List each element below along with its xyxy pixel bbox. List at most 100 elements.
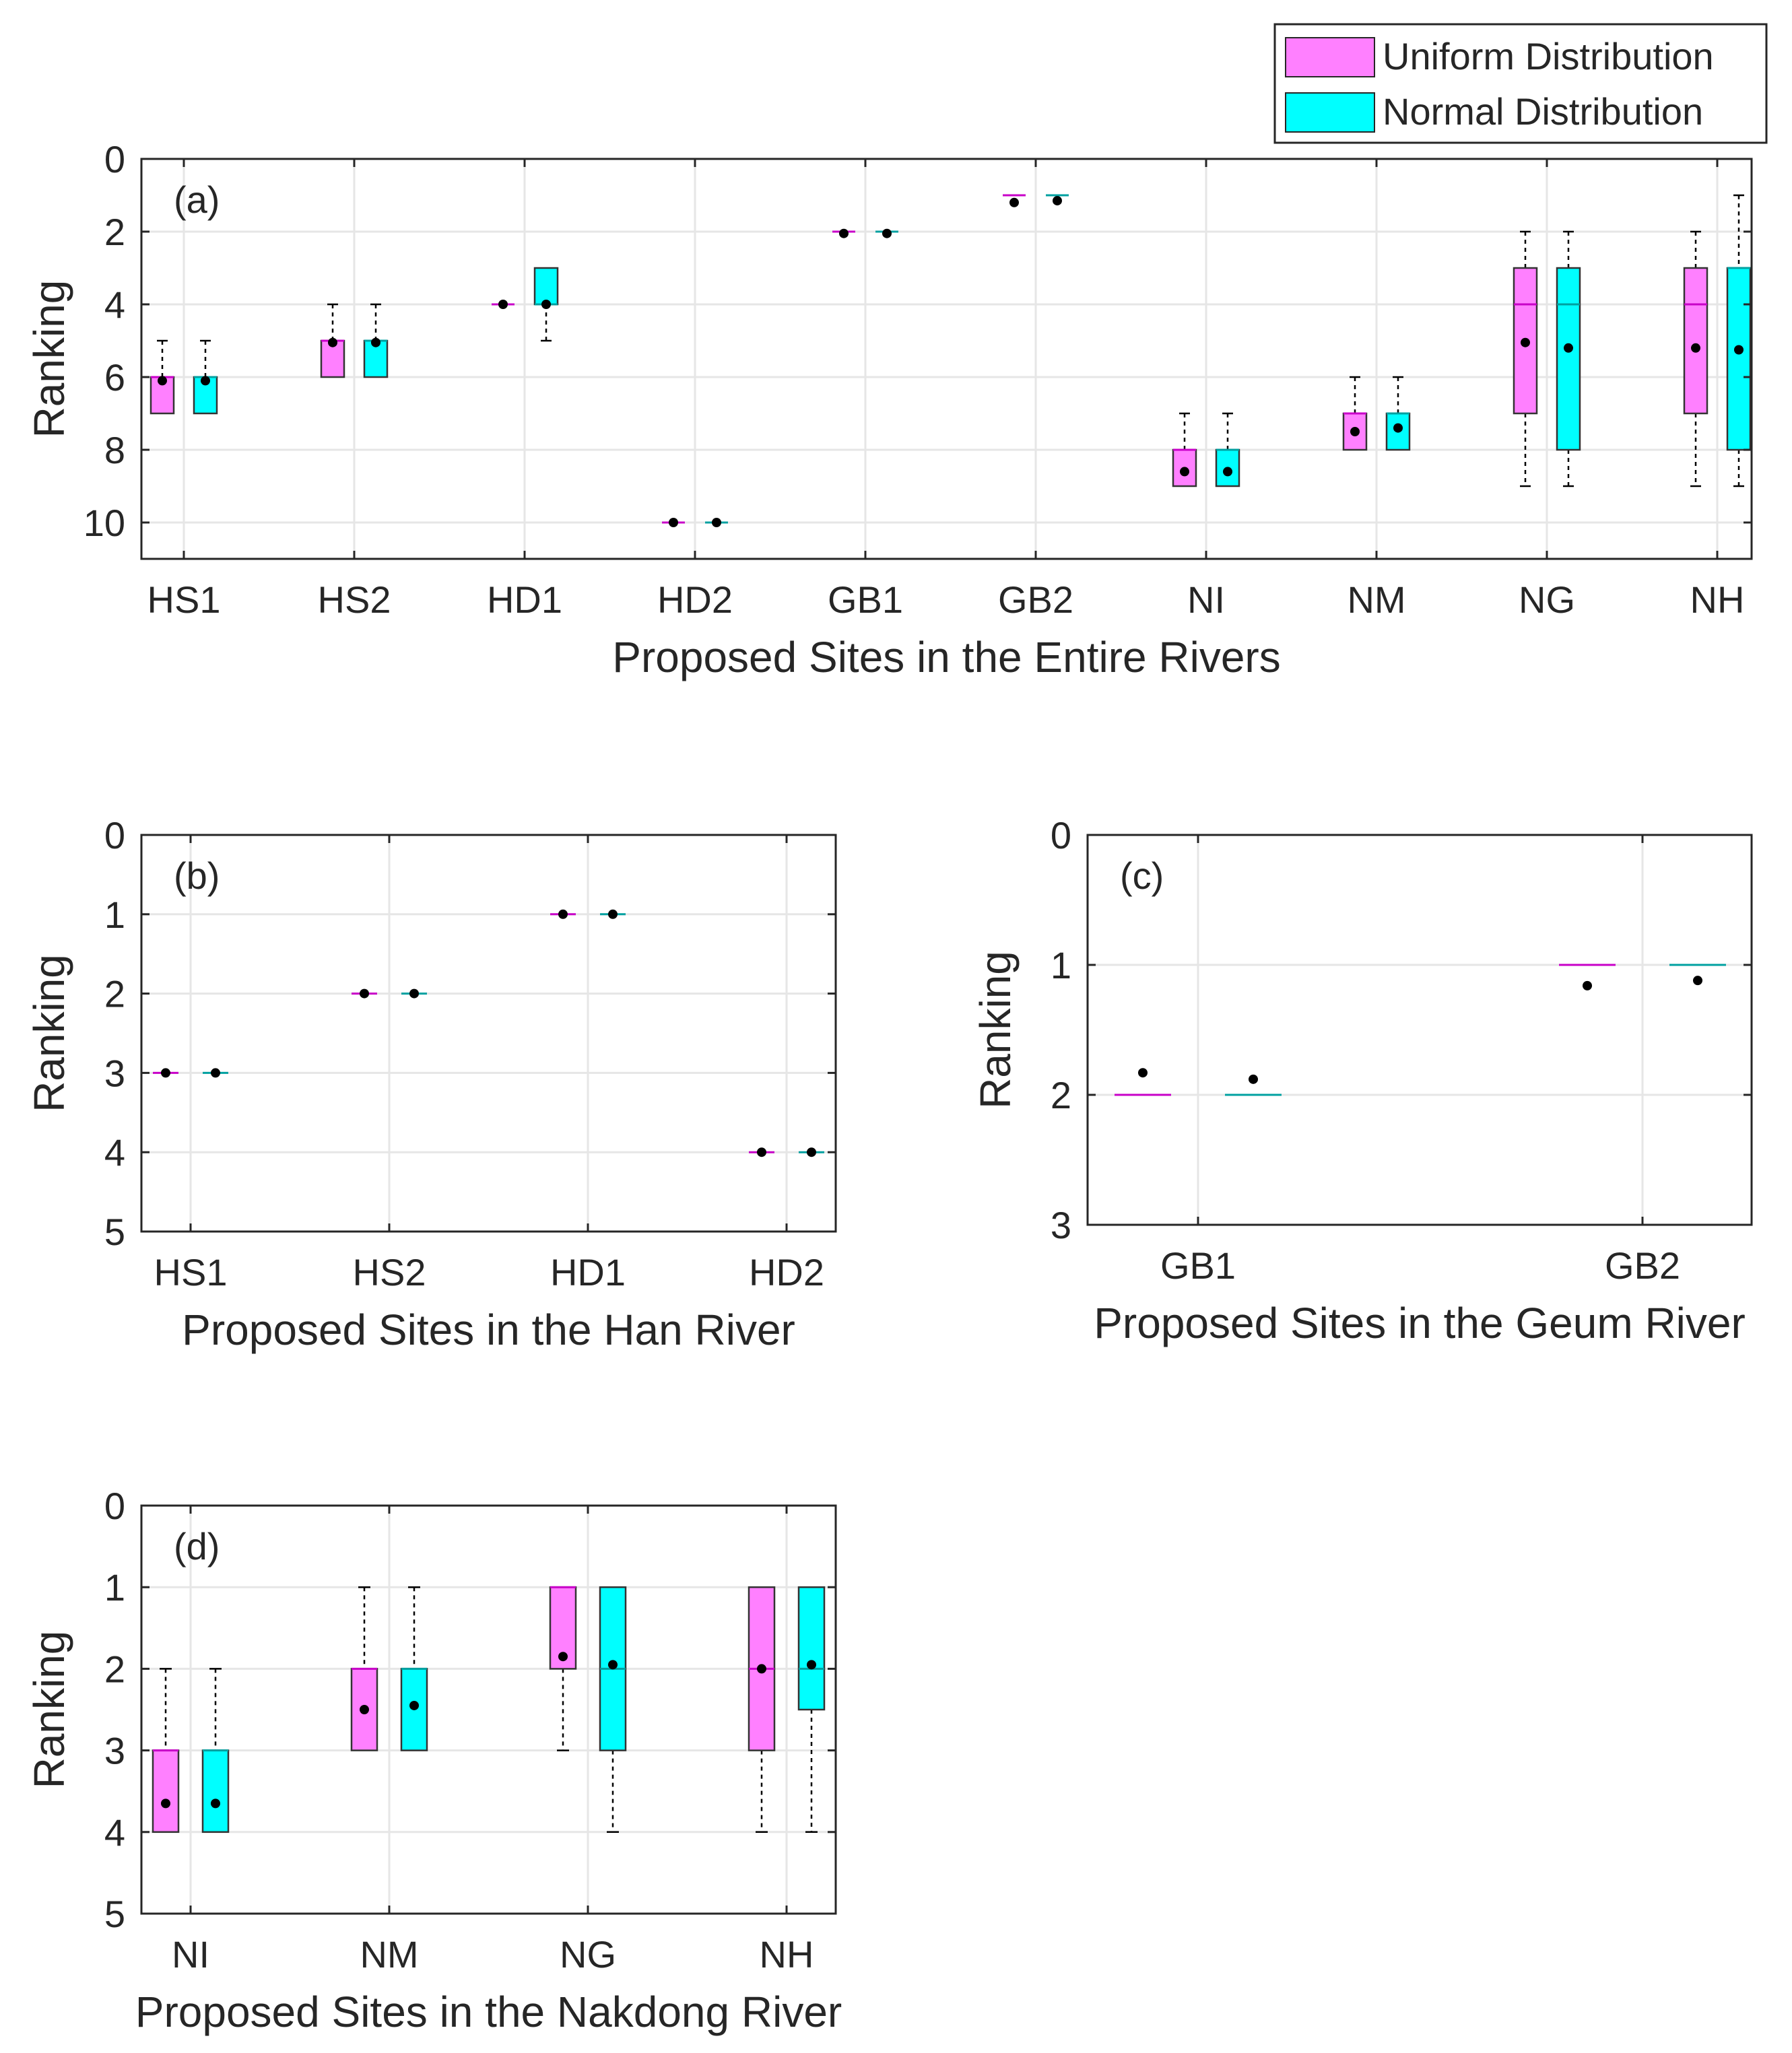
x-tick-label: HD2 [657,578,733,621]
x-tick-label: HS1 [154,1251,228,1293]
mean-marker [158,376,167,386]
box-body [533,267,559,306]
y-tick-label: 0 [1051,814,1071,856]
box-uniform-NG [1513,230,1538,487]
mean-marker [712,518,721,527]
box-normal-NH [1726,194,1752,487]
box-normal-HD1 [600,909,626,919]
mean-marker [807,1147,816,1157]
panel-c-x-axis-label: Proposed Sites in the Geum River [1094,1299,1746,1347]
box-uniform-HS2 [352,988,377,999]
mean-marker [1350,427,1360,436]
box-uniform-HD1 [492,300,515,309]
x-tick-label: NM [1347,578,1405,621]
y-tick-label: 1 [104,1566,125,1609]
box-uniform-NM [1342,376,1368,451]
mean-marker [839,228,849,238]
mean-marker [757,1664,766,1674]
mean-marker [161,1068,170,1078]
y-tick-label: 0 [104,138,125,180]
mean-marker [498,300,508,309]
box-uniform-GB2 [1559,964,1616,990]
y-tick-label: 1 [104,894,125,936]
panel-b-frame [140,834,837,1233]
box-normal-NG [1556,230,1581,487]
box-uniform-NH [748,1586,776,1833]
y-tick-label: 0 [104,1485,125,1527]
box-normal-NI [1215,412,1240,487]
panel-b-x-axis-label: Proposed Sites in the Han River [182,1306,795,1354]
panel-b-label: (b) [174,854,220,897]
panel-c-y-axis-label: Ranking [971,951,1020,1109]
panel-c-ticks: 0 1 2 3 GB1 GB2 [1051,814,1752,1287]
mean-marker [608,909,618,919]
box-uniform-NM [350,1586,378,1751]
box-normal-GB1 [1225,1074,1282,1096]
y-tick-label: 5 [104,1211,125,1253]
box-normal-HD1 [533,267,559,342]
box-body [150,376,175,415]
box-normal-NI [201,1668,230,1833]
x-tick-label: HS2 [318,578,391,621]
mean-marker [161,1798,170,1809]
y-tick-label: 4 [104,1811,125,1854]
mean-marker [1223,467,1232,477]
box-body [320,339,345,378]
mean-marker [1393,423,1403,433]
mean-marker [558,909,568,919]
panel-c-label: (c) [1120,854,1164,897]
box-normal-NM [400,1586,428,1751]
panel-a-frame [140,158,1753,560]
x-tick-label: NM [360,1933,418,1976]
panel-c-frame [1086,834,1753,1226]
mean-marker [1521,337,1530,347]
panel-d-y-axis-label: Ranking [25,1631,73,1789]
box-uniform-NG [549,1586,577,1751]
y-tick-label: 6 [104,356,125,399]
panel-b: 0 1 2 3 4 5 HS1 HS2 HD1 HD2 (b) Proposed Sites in… [25,814,837,1354]
box-body [152,1749,180,1833]
box-uniform-NI [1172,412,1197,487]
panel-b-marks [153,909,824,1157]
panel-a: 0 2 4 6 8 10 HS1 HS2 HD1 HD2 GB1 GB2 NI NM NG NH (a) Pr… [25,138,1753,681]
box-uniform-GB1 [832,228,855,238]
box-uniform-HD2 [749,1147,774,1157]
box-normal-GB2 [1669,964,1726,986]
panel-c-marks [1115,964,1726,1096]
mean-marker [409,1700,419,1710]
x-tick-label: HS2 [353,1251,426,1293]
mean-marker [1693,976,1702,986]
box-body [1726,267,1752,451]
box-normal-HS1 [203,1068,228,1078]
panel-a-marks [150,194,1752,527]
y-tick-label: 0 [104,814,125,856]
mean-marker [669,518,678,527]
x-tick-label: GB2 [998,578,1073,621]
box-uniform-GB1 [1115,1068,1171,1096]
box-normal-HD2 [705,518,728,527]
y-tick-label: 3 [1051,1204,1071,1246]
mean-marker [1009,197,1019,207]
panel-d: 0 1 2 3 4 5 NI NM NG NH (d) Proposed Sites in the… [25,1485,842,2036]
x-tick-label: NG [1519,578,1575,621]
box-uniform-HD2 [662,518,685,527]
legend-swatch-uniform [1285,37,1375,77]
x-tick-label: NI [172,1933,209,1976]
box-normal-GB1 [875,228,898,238]
panel-a-y-axis-label: Ranking [25,280,73,438]
box-normal-GB2 [1046,194,1069,206]
y-tick-label: 3 [104,1730,125,1772]
panel-d-label: (d) [174,1525,220,1568]
box-uniform-HS1 [153,1068,178,1078]
y-tick-label: 10 [84,502,125,544]
panel-a-label: (a) [174,178,220,221]
mean-marker [1180,467,1189,477]
mean-marker [1053,196,1062,206]
y-tick-label: 4 [104,283,125,326]
y-tick-label: 1 [1051,944,1071,986]
box-uniform-NI [152,1668,180,1833]
box-uniform-NH [1683,230,1708,487]
box-normal-NM [1385,376,1411,451]
mean-marker [608,1660,618,1670]
